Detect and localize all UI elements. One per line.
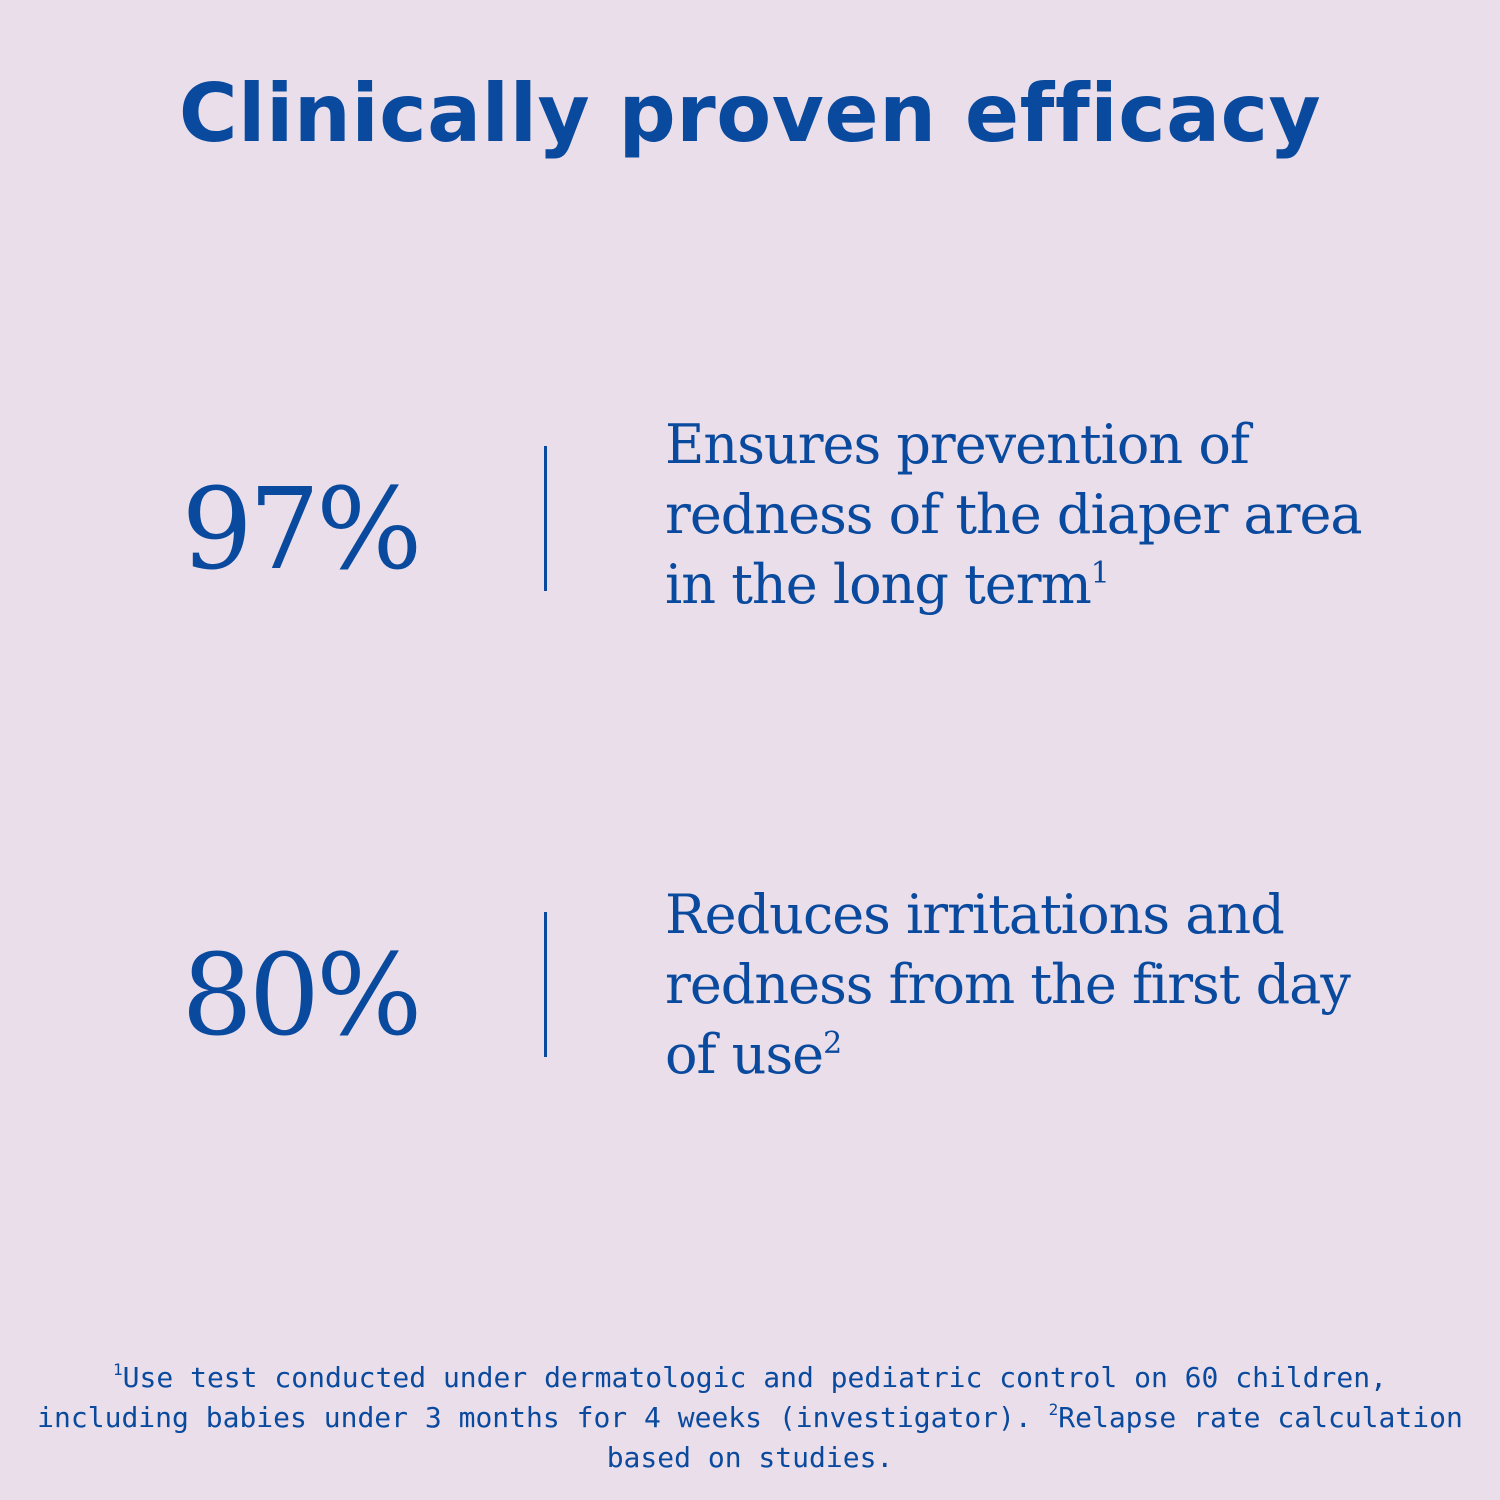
footnote-text: based on studies. — [606, 1441, 894, 1474]
footnote-reference: 1 — [1090, 556, 1110, 591]
stat-value-1: 97% — [181, 465, 423, 595]
footnote-text: including babies under 3 months for 4 we… — [37, 1401, 1049, 1434]
stat-description-line: of use — [665, 1023, 824, 1086]
stat-description-line: in the long term — [665, 553, 1092, 616]
footnotes: 1Use test conducted under dermatologic a… — [30, 1358, 1470, 1478]
stat-divider-2 — [544, 912, 547, 1057]
stat-divider-1 — [544, 446, 547, 591]
footnote-text: Use test conducted under dermatologic an… — [122, 1361, 1387, 1394]
page-title: Clinically proven efficacy — [178, 67, 1322, 160]
stat-value-2: 80% — [181, 931, 423, 1061]
stat-description-line: Reduces irritations and — [665, 883, 1285, 946]
footnote-marker: 1 — [113, 1360, 123, 1379]
footnote-reference: 2 — [823, 1026, 842, 1061]
stat-description-line: redness from the first day — [665, 953, 1351, 1016]
stat-description-line: redness of the diaper area — [665, 483, 1363, 546]
stat-description-line: Ensures prevention of — [665, 413, 1250, 476]
footnote-marker: 2 — [1048, 1400, 1059, 1419]
stat-description-2: Reduces irritations and redness from the… — [665, 880, 1465, 1090]
stat-description-1: Ensures prevention of redness of the dia… — [665, 410, 1465, 620]
footnote-text: Relapse rate calculation — [1058, 1401, 1463, 1434]
